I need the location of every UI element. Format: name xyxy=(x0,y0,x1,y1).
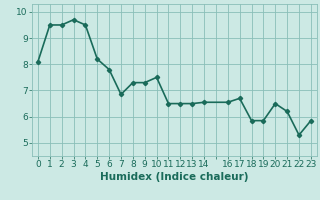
X-axis label: Humidex (Indice chaleur): Humidex (Indice chaleur) xyxy=(100,172,249,182)
